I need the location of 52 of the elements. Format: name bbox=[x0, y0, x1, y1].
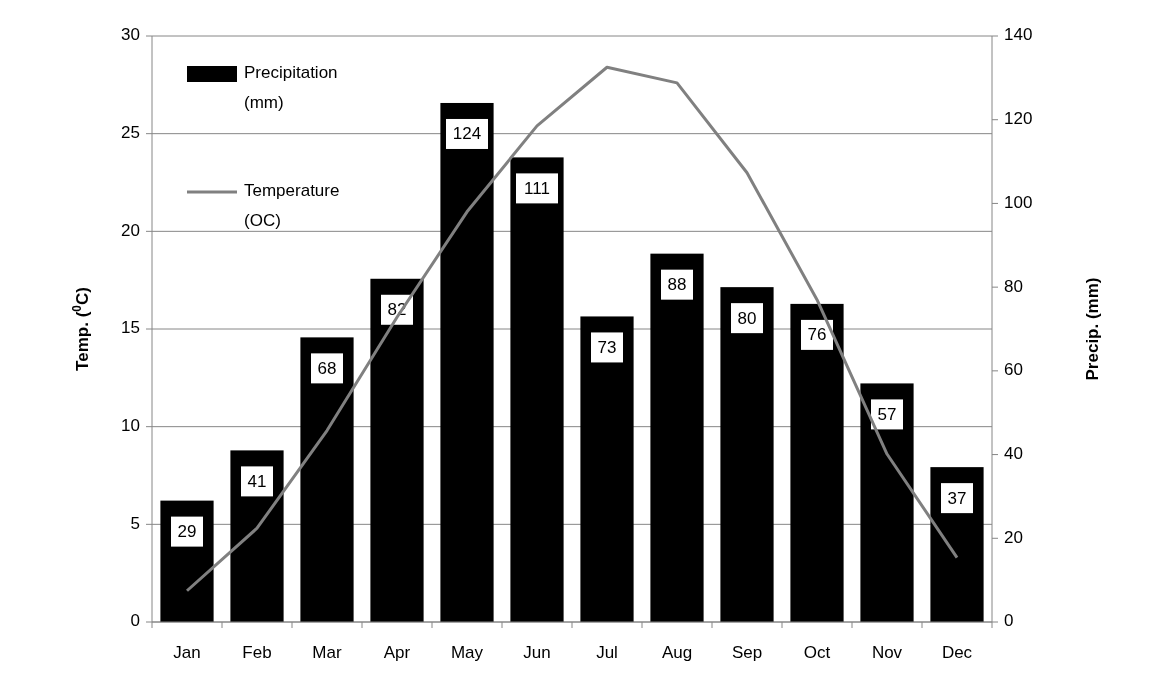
x-tick-label: Nov bbox=[871, 643, 903, 662]
y-tick-label: 20 bbox=[121, 220, 140, 240]
bar bbox=[790, 303, 844, 622]
bar bbox=[370, 278, 424, 622]
data-label: 29 bbox=[177, 522, 197, 542]
y-tick-label: 0 bbox=[130, 611, 140, 631]
bar bbox=[650, 253, 704, 622]
data-label: 124 bbox=[452, 124, 482, 144]
y2-tick-label: 0 bbox=[1004, 611, 1014, 631]
y2-tick-label: 100 bbox=[1004, 192, 1033, 212]
data-label: 88 bbox=[667, 275, 687, 295]
y2-tick-label: 60 bbox=[1004, 360, 1023, 380]
x-tick-label: Dec bbox=[941, 643, 973, 662]
x-tick-label: Feb bbox=[242, 643, 272, 662]
x-tick-label: Jan bbox=[173, 643, 201, 662]
y-tick-label: 5 bbox=[130, 513, 140, 533]
legend-label: Precipitation (mm) bbox=[244, 63, 338, 113]
x-tick-label: Sep bbox=[731, 643, 763, 662]
bar bbox=[510, 157, 564, 622]
x-tick-label: May bbox=[450, 643, 484, 662]
data-label: 76 bbox=[807, 325, 827, 345]
y2-tick-label: 40 bbox=[1004, 444, 1023, 464]
y-tick-label: 25 bbox=[121, 123, 140, 143]
y-tick-label: 10 bbox=[121, 416, 140, 436]
y-tick-label: 15 bbox=[121, 318, 140, 338]
bar bbox=[230, 450, 284, 622]
data-label: 57 bbox=[877, 404, 897, 424]
y2-tick-label: 120 bbox=[1004, 109, 1033, 129]
x-tick-label: Apr bbox=[383, 643, 411, 662]
bar bbox=[440, 102, 494, 622]
bar bbox=[580, 316, 634, 622]
bar bbox=[300, 337, 354, 622]
bar bbox=[930, 467, 984, 622]
x-tick-label: Aug bbox=[661, 643, 693, 662]
bar bbox=[860, 383, 914, 622]
data-label: 80 bbox=[737, 308, 757, 328]
data-label: 73 bbox=[597, 337, 617, 357]
bar bbox=[720, 287, 774, 622]
x-tick-label: Jun bbox=[523, 643, 551, 662]
x-tick-label: Oct bbox=[803, 643, 831, 662]
data-label: 37 bbox=[947, 488, 967, 508]
legend-label: Temperature (OC) bbox=[244, 181, 340, 231]
data-label: 41 bbox=[247, 471, 267, 491]
y2-tick-label: 20 bbox=[1004, 527, 1023, 547]
y2-tick-label: 140 bbox=[1004, 25, 1033, 45]
y2-axis-title: Precip. (mm) bbox=[1083, 277, 1102, 381]
data-label: 111 bbox=[524, 178, 550, 198]
data-label: 68 bbox=[317, 358, 337, 378]
y2-tick-label: 80 bbox=[1004, 276, 1023, 296]
x-tick-label: Jul bbox=[596, 643, 618, 662]
x-tick-label: Mar bbox=[312, 643, 342, 662]
y-tick-label: 30 bbox=[121, 25, 140, 45]
